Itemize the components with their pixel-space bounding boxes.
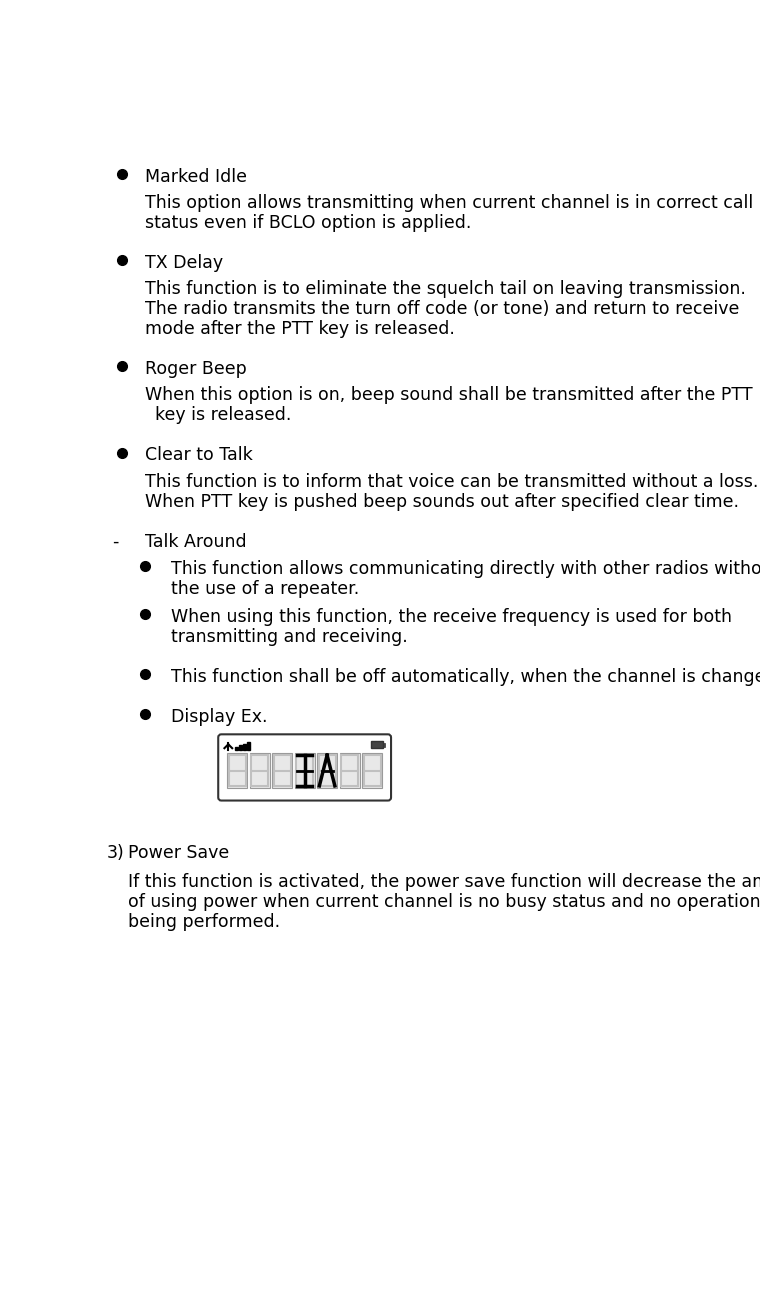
- Text: the use of a repeater.: the use of a repeater.: [171, 580, 359, 598]
- Bar: [371, 741, 383, 748]
- Bar: [383, 743, 385, 747]
- Text: If this function is activated, the power save function will decrease the amount: If this function is activated, the power…: [128, 873, 760, 892]
- Text: When PTT key is pushed beep sounds out after specified clear time.: When PTT key is pushed beep sounds out a…: [145, 493, 739, 511]
- Text: This function is to eliminate the squelch tail on leaving transmission.: This function is to eliminate the squelc…: [145, 280, 746, 298]
- Text: This function is to inform that voice can be transmitted without a loss.: This function is to inform that voice ca…: [145, 472, 758, 490]
- Bar: [227, 753, 247, 788]
- Bar: [362, 753, 382, 788]
- Text: TX Delay: TX Delay: [145, 254, 223, 272]
- Bar: [340, 753, 359, 788]
- Text: When using this function, the receive frequency is used for both: When using this function, the receive fr…: [171, 608, 732, 626]
- Text: Talk Around: Talk Around: [145, 533, 247, 550]
- Text: transmitting and receiving.: transmitting and receiving.: [171, 628, 407, 646]
- Text: status even if BCLO option is applied.: status even if BCLO option is applied.: [145, 214, 472, 232]
- Text: Marked Idle: Marked Idle: [145, 168, 247, 185]
- Text: This function shall be off automatically, when the channel is changed.: This function shall be off automatically…: [171, 668, 760, 686]
- Text: This function allows communicating directly with other radios without: This function allows communicating direc…: [171, 560, 760, 578]
- Bar: [272, 753, 293, 788]
- Text: This option allows transmitting when current channel is in correct call: This option allows transmitting when cur…: [145, 194, 754, 212]
- Text: -: -: [112, 533, 119, 550]
- Text: Display Ex.: Display Ex.: [171, 708, 268, 726]
- Text: being performed.: being performed.: [128, 914, 280, 930]
- Bar: [239, 745, 242, 749]
- Text: 3): 3): [106, 844, 125, 862]
- Text: of using power when current channel is no busy status and no operations are: of using power when current channel is n…: [128, 893, 760, 911]
- Bar: [249, 753, 270, 788]
- Bar: [295, 753, 315, 788]
- Text: key is released.: key is released.: [155, 406, 291, 424]
- Text: Roger Beep: Roger Beep: [145, 360, 247, 378]
- FancyBboxPatch shape: [218, 734, 391, 801]
- Bar: [247, 741, 249, 749]
- Text: When this option is on, beep sound shall be transmitted after the PTT: When this option is on, beep sound shall…: [145, 387, 753, 404]
- Text: Power Save: Power Save: [128, 844, 229, 862]
- Bar: [236, 747, 238, 749]
- Bar: [317, 753, 337, 788]
- Text: The radio transmits the turn off code (or tone) and return to receive: The radio transmits the turn off code (o…: [145, 300, 739, 318]
- Text: Clear to Talk: Clear to Talk: [145, 446, 253, 465]
- Bar: [243, 744, 245, 749]
- Text: mode after the PTT key is released.: mode after the PTT key is released.: [145, 320, 455, 338]
